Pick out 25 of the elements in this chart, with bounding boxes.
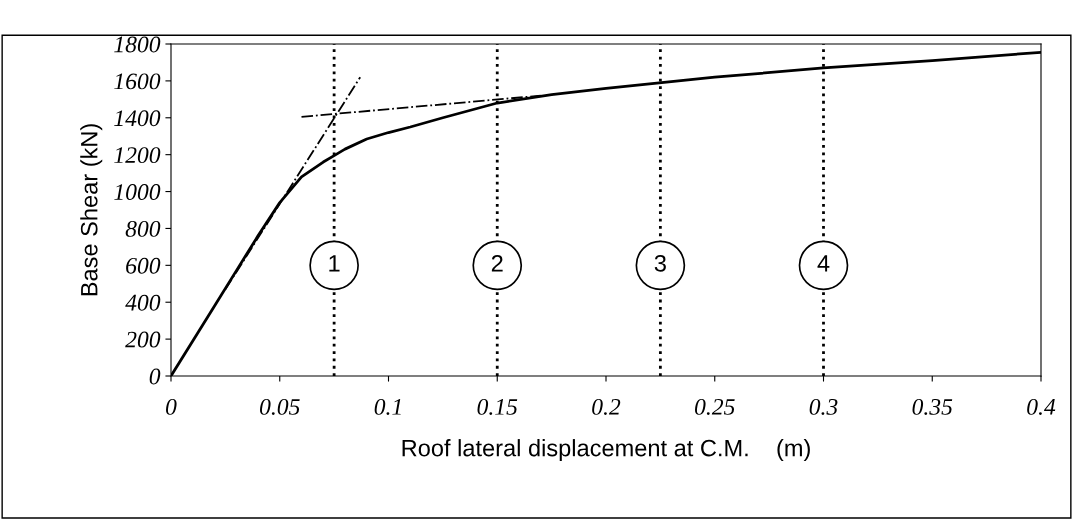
x-tick-label: 0.3 bbox=[809, 398, 838, 415]
x-axis-title: Roof lateral displacement at C.M. (m) bbox=[402, 439, 810, 462]
y-tick-label: 0 bbox=[149, 368, 161, 385]
y-tick-label: 800 bbox=[125, 220, 161, 237]
x-tick-label: 0 bbox=[166, 398, 177, 415]
y-tick-label: 400 bbox=[125, 294, 161, 311]
annotation: 3 bbox=[654, 254, 666, 272]
y-tick-label: 600 bbox=[126, 257, 161, 274]
y-tick-label: 1800 bbox=[114, 36, 161, 53]
y-tick-label: 1200 bbox=[114, 147, 161, 164]
y-tick-label: 1600 bbox=[114, 73, 161, 90]
annotation: 4 bbox=[817, 255, 830, 272]
y-tick-label: 200 bbox=[125, 331, 161, 348]
x-tick-label: 0.05 bbox=[260, 398, 300, 415]
x-tick-label: 0.15 bbox=[477, 398, 518, 415]
y-tick-label: 1000 bbox=[114, 184, 161, 200]
y-tick-label: 1400 bbox=[114, 110, 161, 127]
x-tick-label: 0.25 bbox=[695, 398, 735, 415]
x-tick-label: 0.4 bbox=[1027, 398, 1056, 415]
x-tick-label: 0.35 bbox=[912, 398, 953, 415]
y-axis-title: Base Shear (kN) bbox=[80, 124, 103, 296]
annotation: 1 bbox=[329, 255, 340, 272]
x-tick-label: 0.2 bbox=[592, 398, 621, 415]
annotation: 2 bbox=[491, 254, 503, 272]
x-tick-label: 0.1 bbox=[374, 398, 401, 415]
